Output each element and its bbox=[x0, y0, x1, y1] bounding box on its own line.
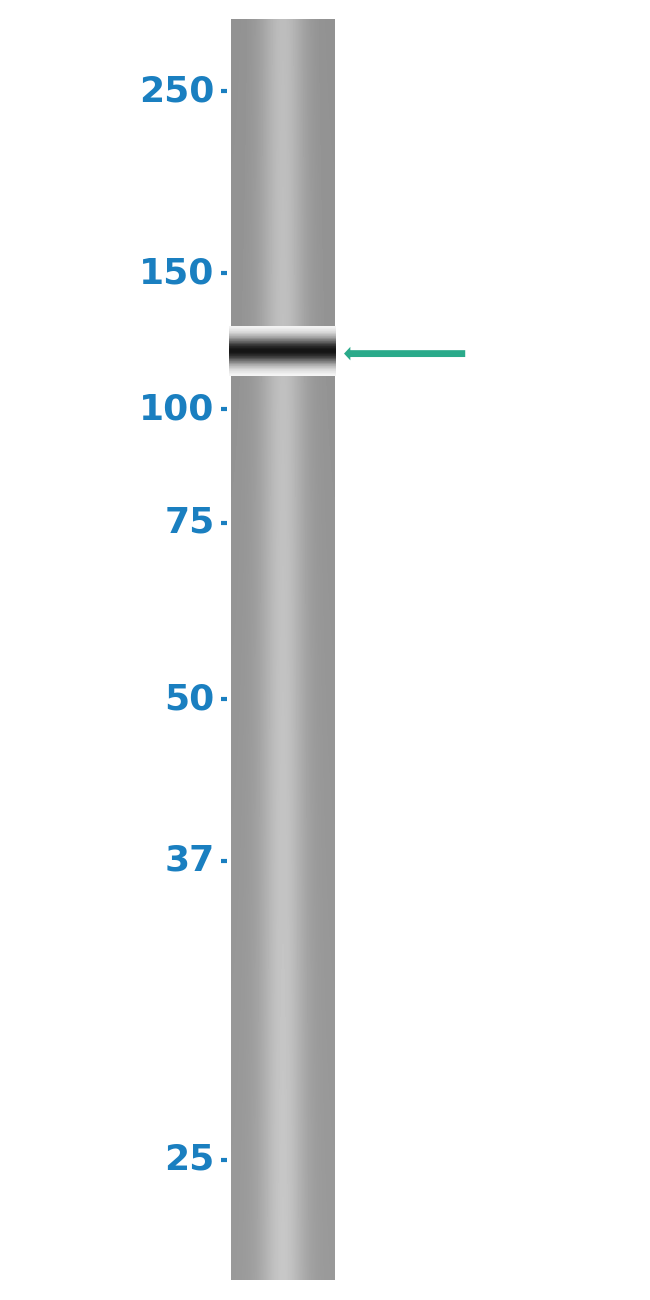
Text: 37: 37 bbox=[164, 844, 214, 878]
Text: 250: 250 bbox=[139, 74, 214, 108]
Text: 25: 25 bbox=[164, 1143, 214, 1176]
Text: 75: 75 bbox=[164, 506, 214, 540]
Text: 50: 50 bbox=[164, 682, 214, 716]
Text: 150: 150 bbox=[139, 256, 214, 290]
Text: 100: 100 bbox=[139, 393, 214, 426]
